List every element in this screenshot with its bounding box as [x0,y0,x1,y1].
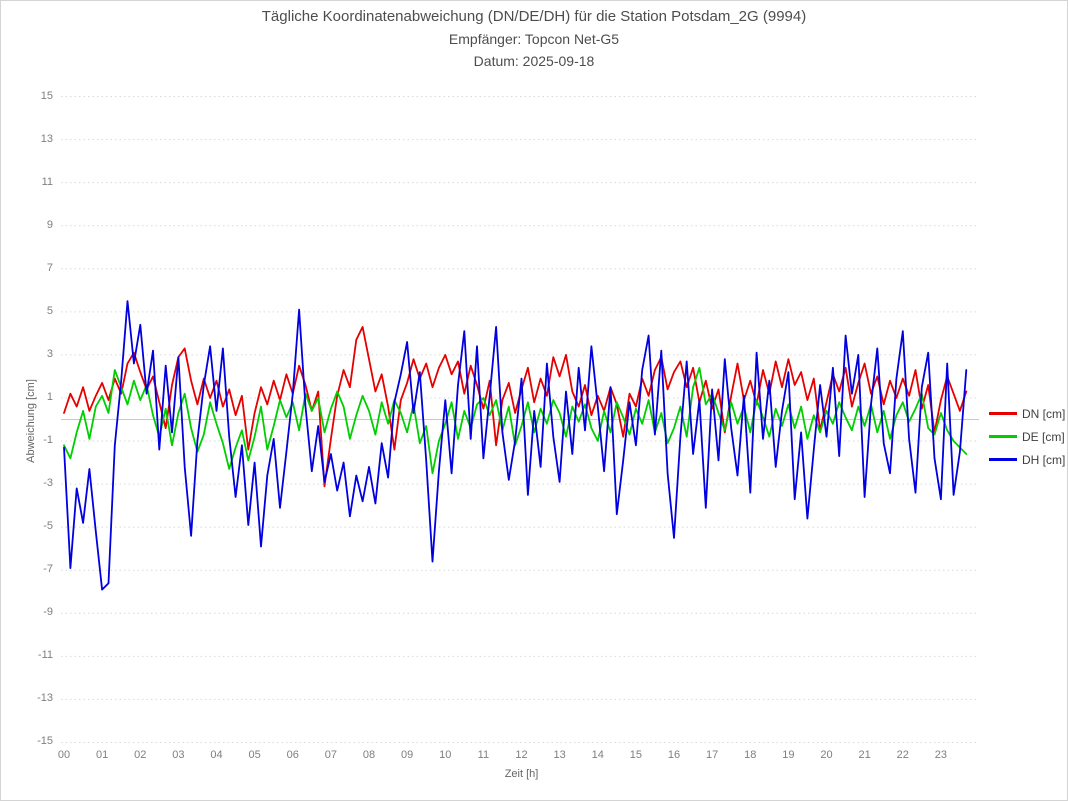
y-tick-label: 15 [40,89,53,102]
x-tick-label: 06 [286,749,299,761]
chart-subtitle-date: Datum: 2025-09-18 [473,53,595,69]
x-tick-label: 21 [858,749,871,761]
y-tick-label: -9 [43,606,53,619]
legend-label-dn: DN [cm] [1022,406,1066,421]
x-tick-label: 12 [515,749,528,761]
y-tick-label: 3 [46,347,53,360]
y-tick-label: -11 [37,649,53,662]
legend-item-de: DE [cm] [989,425,1065,448]
x-tick-label: 10 [439,749,452,761]
legend-line-swatch-dh [989,458,1017,461]
legend-label-de: DE [cm] [1022,429,1065,444]
x-tick-label: 15 [629,749,642,761]
y-tick-label: 11 [41,175,53,188]
x-tick-label: 08 [362,749,376,761]
x-tick-label: 13 [553,749,566,761]
x-tick-label: 14 [591,749,604,761]
y-tick-label: -15 [37,735,53,748]
chart-title: Tägliche Koordinatenabweichung (DN/DE/DH… [261,8,807,25]
legend-line-swatch-dn [989,412,1017,415]
y-tick-label: 7 [46,261,53,274]
x-tick-label: 16 [667,749,681,761]
y-tick-label: -5 [43,520,53,533]
legend: DN [cm] DE [cm] DH [cm] [989,402,1065,471]
x-tick-label: 03 [172,749,185,761]
y-tick-label: 9 [46,218,53,231]
y-tick-label: 13 [40,132,53,145]
x-tick-label: 18 [744,749,757,761]
y-tick-label: 1 [46,390,53,403]
x-tick-label: 05 [248,749,261,761]
x-tick-label: 23 [934,749,947,761]
y-tick-label: 5 [46,304,53,317]
x-tick-label: 20 [820,749,833,761]
y-tick-label: -7 [43,563,53,576]
legend-label-dh: DH [cm] [1022,452,1066,467]
x-tick-label: 00 [57,749,71,761]
x-tick-label: 02 [134,749,147,761]
x-tick-label: 04 [210,749,223,761]
chart-title-block: Tägliche Koordinatenabweichung (DN/DE/DH… [1,6,1067,72]
legend-line-swatch-de [989,435,1017,438]
x-tick-label: 07 [324,749,337,761]
x-tick-label: 17 [706,749,719,761]
y-tick-label: -1 [43,434,53,447]
x-tick-label: 09 [401,749,414,761]
chart-subtitle-receiver: Empfänger: Topcon Net-G5 [448,31,620,47]
x-tick-label: 19 [782,749,795,761]
legend-item-dn: DN [cm] [989,402,1065,425]
legend-item-dh: DH [cm] [989,448,1065,471]
x-tick-label: 22 [896,749,909,761]
x-tick-label: 11 [477,749,490,761]
y-tick-label: -13 [37,692,53,705]
x-tick-label: 01 [96,749,109,761]
y-tick-label: -3 [43,477,53,490]
x-axis-title: Zeit [h] [504,768,539,780]
